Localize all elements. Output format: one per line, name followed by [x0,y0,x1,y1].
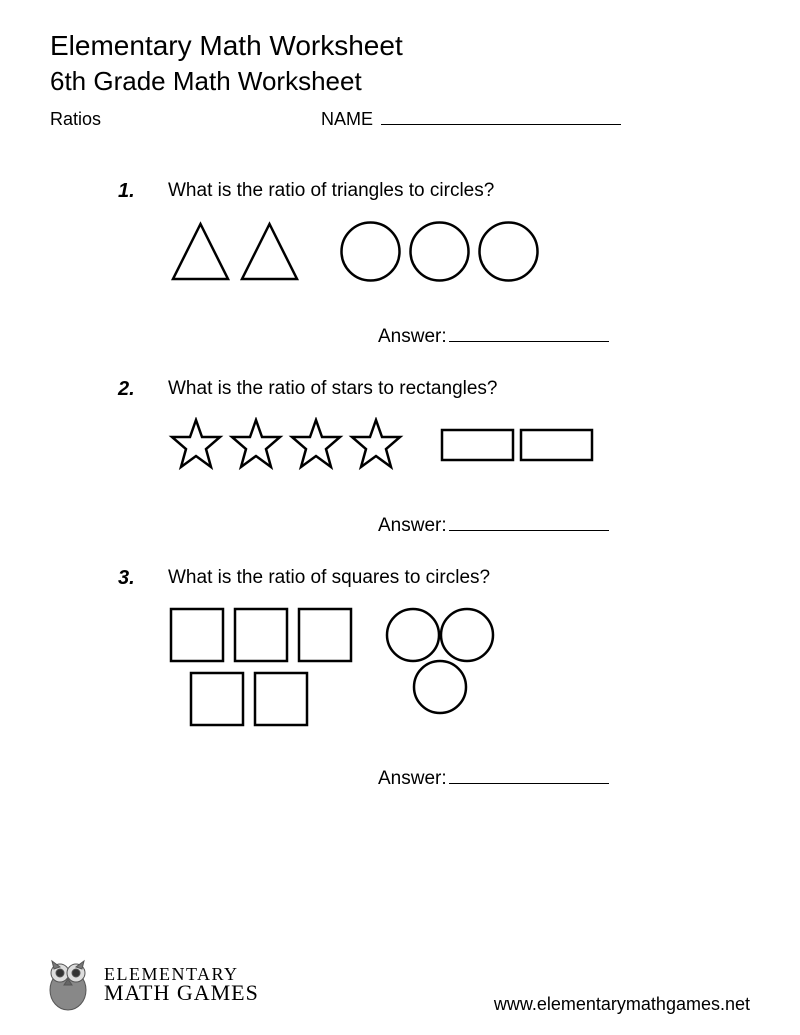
circle-icon [338,219,403,284]
answer-row-2: Answer: [378,513,750,537]
owl-icon [40,955,96,1015]
question-text: What is the ratio of triangles to circle… [168,180,494,202]
square-grid [168,606,354,728]
square-icon [188,670,246,728]
square-icon [168,606,226,664]
shapes-row-3 [168,606,750,736]
footer-url: www.elementarymathgames.net [494,994,750,1015]
square-icon [232,606,290,664]
answer-input-line[interactable] [449,324,609,342]
question-number: 1. [118,180,168,203]
answer-row-3: Answer: [378,766,750,790]
logo: Elementary Math Games [40,955,259,1015]
circle-cluster [384,606,524,736]
question-2: 2. What is the ratio of stars to rectang… [118,378,750,537]
question-text: What is the ratio of squares to circles? [168,567,490,589]
question-number: 2. [118,378,168,401]
circle-icon [384,606,442,664]
question-number: 3. [118,567,168,590]
rectangle-icon [440,428,515,462]
logo-line2: Math Games [104,983,259,1004]
shapes-row-1 [168,219,750,284]
answer-row-1: Answer: [378,324,750,348]
square-icon [296,606,354,664]
square-icon [252,670,310,728]
circle-icon [438,606,496,664]
answer-input-line[interactable] [449,513,609,531]
answer-label: Answer: [378,515,447,537]
meta-row: Ratios NAME [50,107,750,130]
shapes-row-2 [168,417,750,473]
triangle-icon [168,219,233,284]
worksheet-title: Elementary Math Worksheet [50,30,750,62]
answer-input-line[interactable] [449,766,609,784]
question-1: 1. What is the ratio of triangles to cir… [118,180,750,348]
star-icon [288,417,344,473]
triangle-icon [237,219,302,284]
circle-icon [476,219,541,284]
answer-label: Answer: [378,326,447,348]
worksheet-subtitle: 6th Grade Math Worksheet [50,66,750,97]
footer: Elementary Math Games www.elementarymath… [40,955,750,1015]
star-icon [168,417,224,473]
question-3: 3. What is the ratio of squares to circl… [118,567,750,790]
logo-text: Elementary Math Games [104,966,259,1004]
rectangle-icon [519,428,594,462]
topic-label: Ratios [50,109,101,130]
circle-icon [411,658,469,716]
answer-label: Answer: [378,768,447,790]
name-input-line[interactable] [381,107,621,125]
circle-icon [407,219,472,284]
question-text: What is the ratio of stars to rectangles… [168,378,498,400]
star-icon [228,417,284,473]
star-icon [348,417,404,473]
name-label: NAME [321,109,373,130]
